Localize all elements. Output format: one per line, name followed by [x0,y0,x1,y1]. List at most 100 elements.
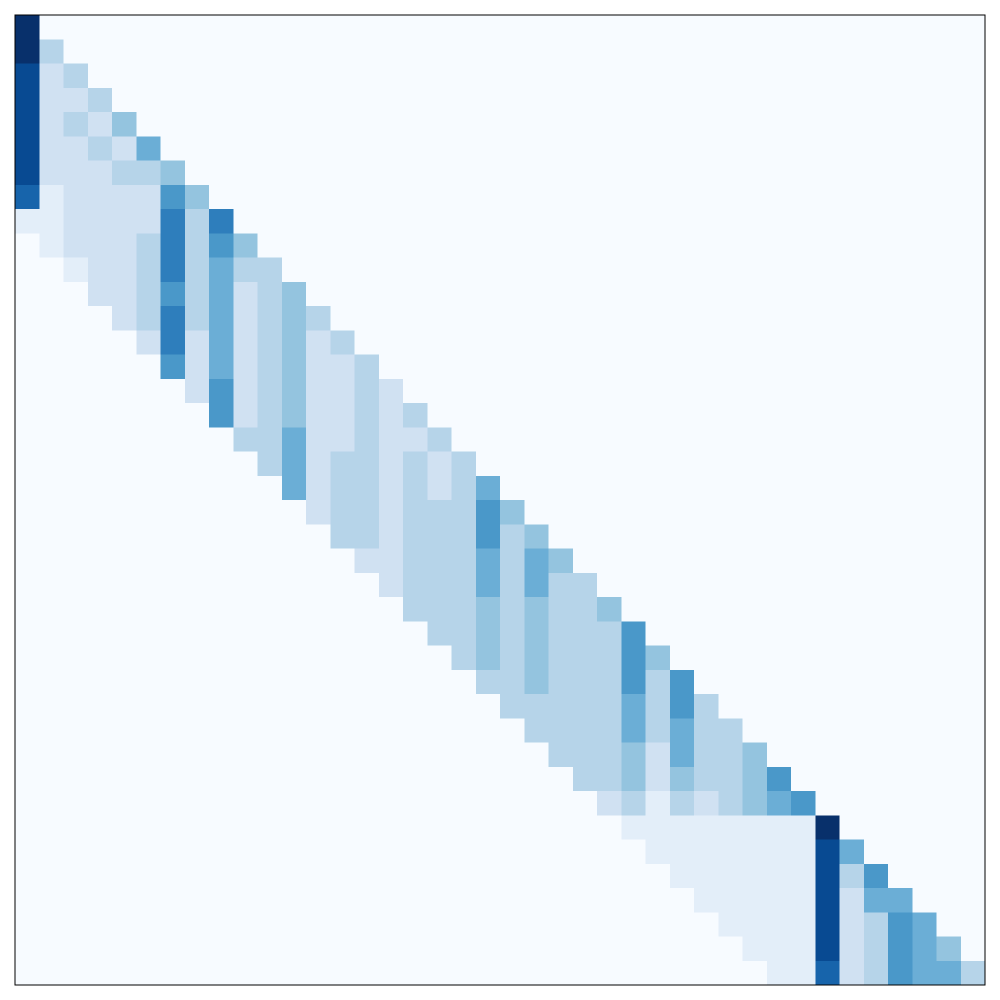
heatmap-cell [209,39,234,64]
heatmap-cell [839,160,865,186]
heatmap-cell [718,888,743,913]
heatmap-cell [257,742,283,768]
heatmap-cell [766,63,792,89]
heatmap-cell [694,330,719,355]
heatmap-cell [597,136,622,161]
heatmap-cell [403,403,428,428]
heatmap-cell [330,87,355,113]
heatmap-cell [160,572,186,598]
heatmap-cell [306,475,331,501]
plot-frame [14,14,986,986]
heatmap-cell [500,63,525,89]
heatmap-cell [378,63,404,89]
heatmap-cell [257,209,283,234]
heatmap-cell [87,694,113,719]
heatmap-cell [548,645,574,671]
heatmap-cell [912,281,937,307]
heatmap-cell [936,669,962,695]
heatmap-cell [742,233,768,258]
heatmap-cell [597,524,622,549]
heatmap-cell [233,912,258,937]
heatmap-cell [863,669,889,695]
heatmap-cell [209,621,234,646]
heatmap-cell [572,815,598,840]
heatmap-cell [233,87,258,113]
heatmap-cell [451,572,477,598]
heatmap-cell [427,500,452,525]
heatmap-cell [863,694,889,719]
heatmap-cell [87,524,113,549]
heatmap-cell [548,87,574,113]
heatmap-cell [912,403,937,428]
heatmap-cell [209,524,234,549]
heatmap-cell [15,694,40,719]
heatmap-cell [669,39,695,64]
heatmap-cell [936,15,962,40]
heatmap-cell [39,39,64,64]
heatmap-cell [839,87,865,113]
heatmap-cell [742,184,768,210]
heatmap-cell [427,160,452,186]
heatmap-cell [766,184,792,210]
heatmap-cell [15,160,40,186]
heatmap-cell [524,87,549,113]
heatmap-cell [378,766,404,792]
heatmap-cell [306,936,331,962]
heatmap-cell [766,354,792,380]
heatmap-cell [330,112,355,137]
heatmap-cell [475,572,501,598]
heatmap-cell [960,475,986,501]
heatmap-cell [766,15,792,40]
heatmap-cell [645,621,671,646]
heatmap-cell [912,597,937,622]
heatmap-cell [378,39,404,64]
heatmap-cell [572,257,598,283]
heatmap-cell [306,500,331,525]
heatmap-cell [15,912,40,937]
heatmap-cell [621,136,646,161]
heatmap-cell [863,815,889,840]
heatmap-cell [330,960,355,986]
heatmap-cell [572,572,598,598]
heatmap-cell [572,742,598,768]
heatmap-cell [766,960,792,986]
heatmap-cell [281,39,307,64]
heatmap-cell [209,960,234,986]
heatmap-cell [645,184,671,210]
heatmap-cell [378,475,404,501]
heatmap-cell [718,645,743,671]
heatmap-cell [475,281,501,307]
heatmap-cell [500,330,525,355]
heatmap-cell [39,87,64,113]
heatmap-cell [888,63,913,89]
heatmap-cell [63,39,89,64]
heatmap-cell [112,888,137,913]
heatmap-cell [281,306,307,331]
heatmap-cell [621,645,646,671]
heatmap-cell [330,524,355,549]
heatmap-cell [87,403,113,428]
heatmap-cell [281,184,307,210]
heatmap-cell [281,427,307,452]
heatmap-cell [791,742,816,768]
heatmap-cell [742,15,768,40]
heatmap-cell [888,791,913,816]
heatmap-cell [524,257,549,283]
heatmap-cell [888,378,913,404]
heatmap-cell [136,669,161,695]
heatmap-cell [39,475,64,501]
heatmap-cell [912,354,937,380]
heatmap-cell [87,548,113,574]
heatmap-cell [742,936,768,962]
heatmap-cell [475,306,501,331]
heatmap-cell [718,63,743,89]
heatmap-cell [184,184,210,210]
heatmap-cell [960,888,986,913]
heatmap-cell [766,669,792,695]
heatmap-cell [354,718,380,743]
heatmap-cell [863,160,889,186]
heatmap-cell [209,475,234,501]
heatmap-cell [281,548,307,574]
heatmap-cell [87,427,113,452]
heatmap-cell [742,136,768,161]
